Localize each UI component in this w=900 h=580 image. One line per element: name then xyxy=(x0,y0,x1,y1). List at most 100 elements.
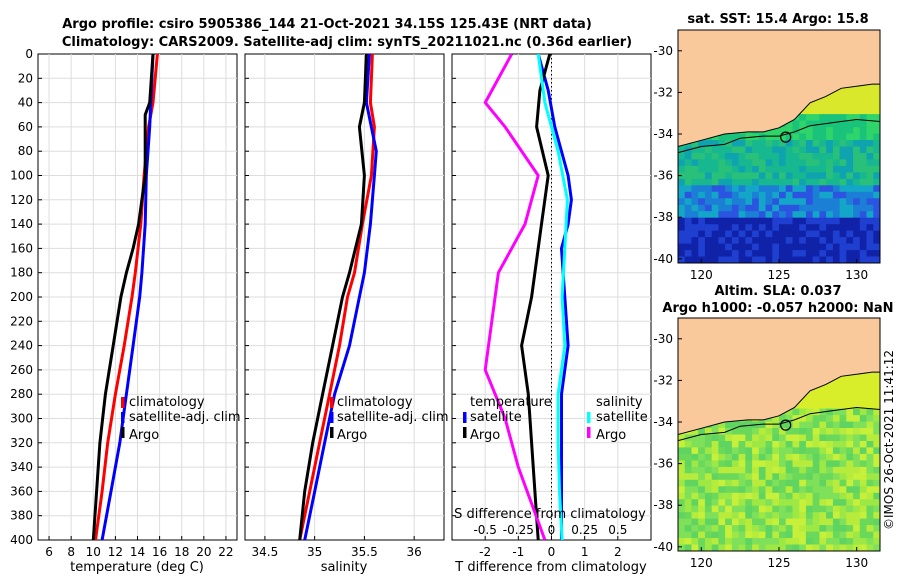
map-cell xyxy=(792,140,800,148)
s-tick-label: 0.5 xyxy=(608,523,627,537)
map-cell xyxy=(819,140,827,148)
map-cell xyxy=(873,369,880,377)
map-cell xyxy=(799,525,807,533)
map-cell xyxy=(812,473,820,481)
map-cell xyxy=(731,466,740,474)
map-cell xyxy=(853,127,861,135)
map-cell xyxy=(792,544,800,551)
map-cell xyxy=(678,211,686,219)
map-cell xyxy=(691,525,699,533)
map-cell xyxy=(826,107,834,115)
map-cell xyxy=(866,88,874,96)
map-cell xyxy=(866,140,874,148)
map-cell xyxy=(819,107,827,115)
map-cell xyxy=(846,198,854,206)
map-cell xyxy=(691,198,699,206)
map-cell xyxy=(772,473,780,481)
map-cell xyxy=(779,211,787,219)
map-cell xyxy=(738,165,746,173)
map-cell xyxy=(765,492,773,500)
map-cell xyxy=(853,243,861,251)
map-cell xyxy=(731,525,740,533)
map-cell xyxy=(859,376,868,384)
temperature-legend: climatology satellite-adj. clim Argo xyxy=(121,395,241,443)
map-cell xyxy=(812,460,820,468)
map-cell xyxy=(745,178,753,186)
map-cell xyxy=(765,479,773,487)
map-cell xyxy=(779,538,787,546)
map-cell xyxy=(839,525,847,533)
map-cell xyxy=(758,159,767,167)
map-cell xyxy=(704,153,713,161)
map-cell xyxy=(839,395,847,403)
map-cell xyxy=(873,204,880,212)
map-cell xyxy=(704,237,713,245)
map-cell xyxy=(745,538,753,546)
map-cell xyxy=(711,479,719,487)
map-cell xyxy=(704,434,713,442)
s-tick-label: -0.5 xyxy=(473,523,496,537)
map-cell xyxy=(745,486,753,494)
map-cell xyxy=(873,441,880,449)
map-cell xyxy=(711,198,719,206)
map-cell xyxy=(779,178,787,186)
map-cell xyxy=(826,178,834,186)
map-cell xyxy=(839,434,847,442)
map-cell xyxy=(846,224,854,232)
map-cell xyxy=(873,499,880,507)
map-cell xyxy=(832,453,841,461)
map-cell xyxy=(678,466,686,474)
map-cell xyxy=(725,217,733,225)
map-cell xyxy=(704,198,713,206)
map-cell xyxy=(711,544,719,551)
map-cell xyxy=(839,133,847,141)
map-cell xyxy=(873,159,880,167)
map-cell xyxy=(846,185,854,193)
map-cell xyxy=(684,486,692,494)
map-cell xyxy=(859,107,868,115)
map-cell xyxy=(779,466,787,474)
map-cell xyxy=(832,434,841,442)
series-t-argo xyxy=(520,54,552,540)
map-cell xyxy=(853,217,861,225)
map-cell xyxy=(731,191,740,199)
map-cell xyxy=(832,421,841,429)
map-cell xyxy=(758,198,767,206)
title-line1: Argo profile: csiro 5905386_144 21-Oct-2… xyxy=(62,17,592,32)
map-cell xyxy=(772,479,780,487)
map-cell xyxy=(691,434,699,442)
map-cell xyxy=(765,165,773,173)
map-cell xyxy=(832,256,841,263)
map-cell xyxy=(819,153,827,161)
map-cell xyxy=(866,185,874,193)
map-cell xyxy=(731,499,740,507)
map-cell xyxy=(853,499,861,507)
map-cell xyxy=(853,230,861,238)
map-cell xyxy=(738,256,746,263)
map-cell xyxy=(698,172,706,180)
y-tick-label: 280 xyxy=(10,387,33,401)
map-cell xyxy=(725,211,733,219)
map-cell xyxy=(765,434,773,442)
map-cell xyxy=(792,486,800,494)
map-cell xyxy=(792,256,800,263)
map-cell xyxy=(853,165,861,173)
map-cell xyxy=(758,191,767,199)
map-cell xyxy=(704,453,713,461)
map-cell xyxy=(779,185,787,193)
map-cell xyxy=(718,133,726,141)
map-cell xyxy=(758,230,767,238)
map-cell xyxy=(812,224,820,232)
map-cell xyxy=(745,525,753,533)
map-cell xyxy=(866,512,874,520)
map-cell xyxy=(691,428,699,436)
map-cell xyxy=(698,486,706,494)
map-cell xyxy=(812,512,820,520)
map-cell xyxy=(785,127,793,135)
map-cell xyxy=(873,531,880,539)
map-cell xyxy=(799,256,807,263)
map-cell xyxy=(785,211,793,219)
map-cell xyxy=(678,191,686,199)
sla-map: Altim. SLA: 0.037 Argo h1000: -0.057 h20… xyxy=(653,284,893,570)
map-cell xyxy=(785,460,793,468)
